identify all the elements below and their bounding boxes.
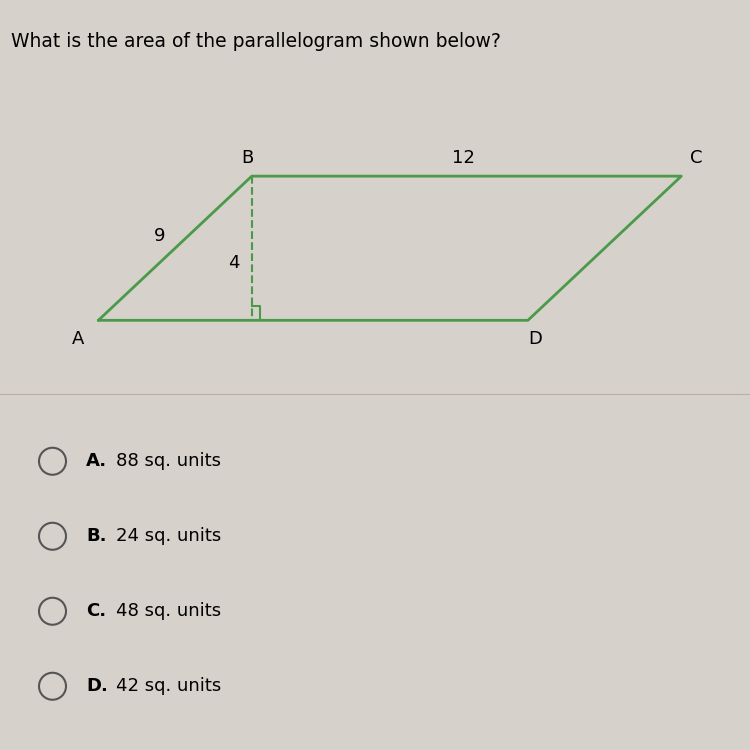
Text: D.: D. bbox=[86, 677, 108, 695]
Text: 24 sq. units: 24 sq. units bbox=[116, 527, 221, 545]
Text: 42 sq. units: 42 sq. units bbox=[116, 677, 221, 695]
Text: 9: 9 bbox=[154, 227, 166, 245]
Text: What is the area of the parallelogram shown below?: What is the area of the parallelogram sh… bbox=[11, 32, 501, 51]
Text: 48 sq. units: 48 sq. units bbox=[116, 602, 221, 620]
Text: 12: 12 bbox=[452, 148, 475, 166]
Text: B.: B. bbox=[86, 527, 106, 545]
Text: 88 sq. units: 88 sq. units bbox=[116, 452, 221, 470]
Text: A: A bbox=[72, 330, 85, 348]
Text: 4: 4 bbox=[227, 254, 239, 272]
Text: C: C bbox=[691, 148, 703, 166]
Text: B: B bbox=[241, 148, 254, 166]
Text: C.: C. bbox=[86, 602, 106, 620]
Text: A.: A. bbox=[86, 452, 107, 470]
Text: D: D bbox=[529, 330, 542, 348]
